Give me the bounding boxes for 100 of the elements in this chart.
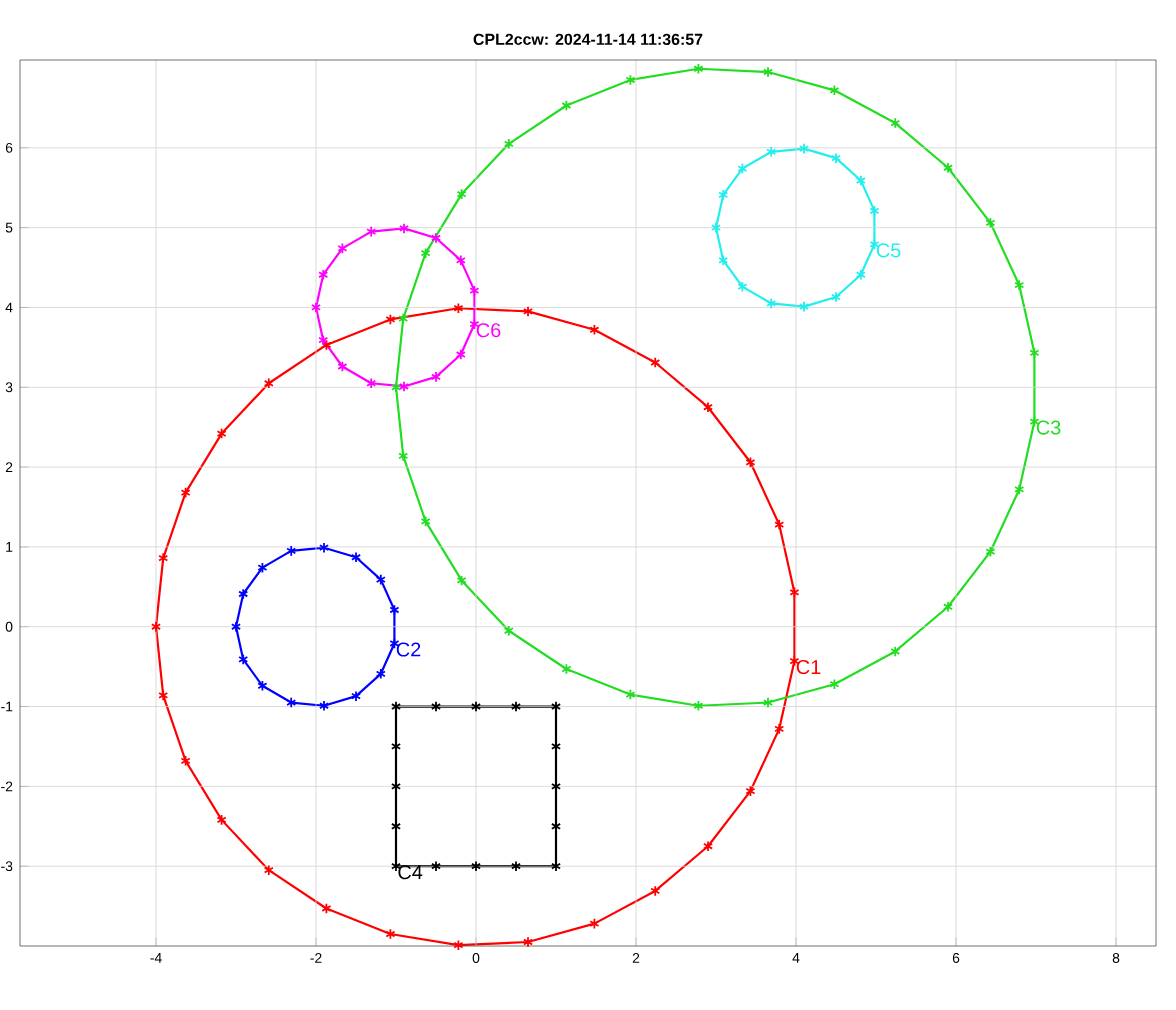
point [238,653,249,666]
point [350,551,362,563]
point [366,377,377,389]
point [398,222,410,235]
point [503,138,514,150]
point [389,604,400,616]
point [455,254,466,267]
point [398,450,409,462]
point [650,356,661,369]
point [469,285,480,297]
point [430,371,442,383]
point [718,189,729,201]
point [830,152,842,164]
point [942,162,954,174]
point [385,313,396,326]
point [798,142,810,155]
point [430,860,442,872]
point [774,518,785,531]
point [375,573,386,586]
point [321,902,332,915]
point [366,225,377,238]
point [766,297,777,310]
annotation: C2 [396,642,421,657]
point [766,146,777,158]
point [762,696,774,709]
point [510,700,522,713]
point [180,755,191,767]
point [350,690,362,702]
point [890,117,901,129]
point [158,689,169,702]
point [1014,483,1025,496]
point [561,99,572,112]
point [318,542,330,554]
point [456,574,467,587]
point [522,305,534,318]
point [625,688,636,701]
point [693,700,704,712]
point [470,860,482,872]
point [718,254,729,267]
point [456,188,467,200]
point [238,588,249,600]
point [158,552,169,564]
annotation: C6 [476,323,501,338]
point [257,680,268,692]
point [455,348,466,361]
point [337,242,348,255]
point [430,700,442,713]
point [625,74,636,86]
point [430,232,442,244]
point [318,700,330,712]
point [321,339,332,351]
point [420,515,431,528]
point [762,66,774,78]
point [180,486,191,499]
point [561,663,572,675]
point [829,678,840,690]
point [263,864,274,876]
point [286,696,297,709]
point [985,217,996,229]
point [453,302,464,314]
point [855,269,866,281]
point [737,281,748,293]
annotation: C5 [876,243,901,258]
point [375,668,386,680]
point [650,885,661,897]
point [942,601,954,613]
point [216,814,227,826]
point [693,63,704,75]
point [337,360,348,373]
point [420,247,431,259]
annotation: C4 [398,865,423,880]
point [890,645,901,658]
point [470,700,482,713]
point [702,401,714,413]
annotation: C1 [796,660,821,675]
point [869,205,880,217]
point [985,546,996,558]
point [855,174,866,187]
point [216,427,227,440]
point [774,723,785,735]
point [589,917,600,930]
point [1014,279,1025,291]
point [745,456,756,468]
point [798,300,810,313]
point [745,785,756,797]
point [789,586,800,599]
point [510,860,522,872]
point [702,840,714,852]
point [385,928,396,940]
point [453,939,464,951]
point [522,936,534,948]
point [286,545,297,557]
point [398,380,410,393]
point [398,312,409,325]
point [503,625,514,637]
point [318,334,329,346]
point [737,162,748,175]
annotation: C3 [1036,420,1061,435]
point [263,377,274,389]
point [318,269,329,281]
